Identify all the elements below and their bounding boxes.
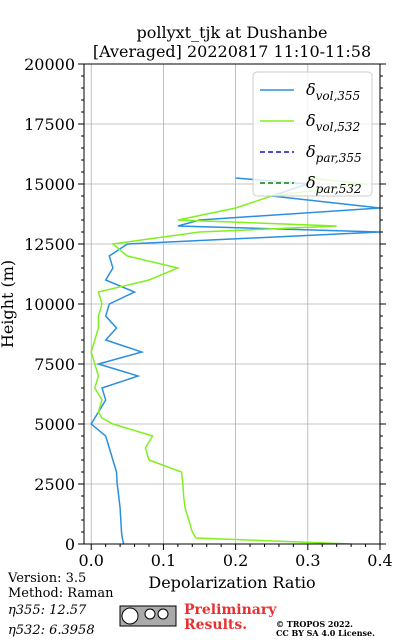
x-tick-label: 0.0 (78, 551, 103, 570)
y-tick-label: 10000 (24, 295, 75, 314)
chart-title: pollyxt_tjk at Dushanbe (136, 23, 327, 42)
x-tick-label: 0.4 (367, 551, 392, 570)
legend: δvol,355 δvol,532 δpar,355 δpar,532 (252, 71, 373, 197)
license: CC BY SA 4.0 License. (276, 628, 375, 638)
y-tick-label: 12500 (24, 235, 75, 254)
chart-subtitle: [Averaged] 20220817 11:10-11:58 (93, 42, 371, 61)
x-tick-label: 0.2 (223, 551, 248, 570)
plot-frame (83, 63, 381, 545)
y-tick-label: 15000 (24, 175, 75, 194)
x-tick-label: 0.3 (295, 551, 320, 570)
x-axis-label: Depolarization Ratio (148, 573, 315, 592)
y-tick-label: 17500 (24, 115, 75, 134)
version: Version: 3.5 (7, 571, 86, 586)
series-line (90, 177, 366, 544)
plot-lines (90, 177, 380, 544)
y-tick-label: 7500 (34, 355, 75, 374)
copyright: © TROPOS 2022. (276, 619, 353, 629)
legend-label: δvol,532 (306, 111, 360, 134)
legend-label: δpar,355 (306, 142, 362, 165)
eta532: η532: 6.3958 (8, 623, 95, 638)
y-tick-label: 20000 (24, 55, 75, 74)
preliminary: Preliminary (184, 602, 277, 618)
y-axis-label: Height (m) (0, 260, 17, 348)
series-line (90, 177, 380, 544)
legend-box (252, 71, 373, 197)
y-tick-label: 5000 (34, 415, 75, 434)
results: Results. (184, 617, 247, 633)
y-tick-label: 2500 (34, 475, 75, 494)
legend-label: δvol,355 (306, 80, 360, 103)
legend-label: δpar,532 (306, 173, 362, 196)
cc-logo (119, 605, 177, 627)
eta355: η355: 12.57 (8, 603, 87, 618)
y-tick-label: 0 (65, 535, 75, 554)
method: Method: Raman (8, 586, 114, 601)
x-tick-label: 0.1 (151, 551, 176, 570)
